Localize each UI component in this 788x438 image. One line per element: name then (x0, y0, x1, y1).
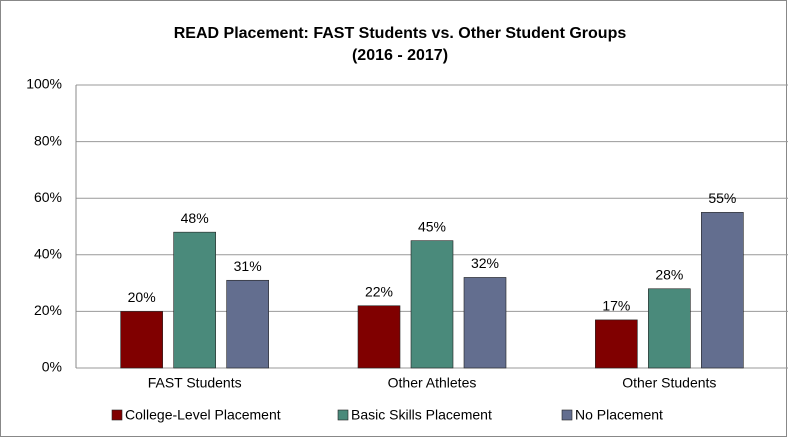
value-label: 48% (181, 210, 209, 226)
value-label: 20% (128, 289, 156, 305)
legend-label: No Placement (575, 407, 663, 423)
y-tick-label: 100% (26, 76, 62, 92)
y-tick-label: 20% (34, 302, 62, 318)
bar (120, 311, 163, 369)
legend-label: College-Level Placement (125, 407, 281, 423)
chart-title: (2016 - 2017) (352, 47, 448, 64)
value-label: 55% (708, 190, 736, 206)
bar (463, 277, 507, 369)
bar (357, 305, 401, 369)
y-tick-label: 80% (34, 132, 62, 148)
x-tick-label: Other Athletes (388, 375, 477, 391)
x-tick-label: FAST Students (148, 375, 242, 391)
bar (701, 212, 744, 369)
y-tick-label: 60% (34, 189, 62, 205)
x-tick-label: Other Students (622, 375, 716, 391)
value-label: 31% (234, 258, 262, 274)
value-label: 17% (602, 298, 630, 314)
legend-swatch (111, 409, 123, 421)
legend-label: Basic Skills Placement (351, 407, 492, 423)
value-label: 32% (471, 255, 499, 271)
value-label: 28% (655, 266, 683, 282)
bar (595, 319, 638, 369)
bar (410, 240, 454, 369)
bar (226, 279, 269, 369)
value-label: 45% (418, 218, 446, 234)
bar (173, 231, 216, 369)
y-tick-label: 40% (34, 246, 62, 262)
bar (648, 288, 691, 369)
legend-swatch (337, 409, 349, 421)
legend-swatch (561, 409, 573, 421)
y-tick-label: 0% (42, 359, 62, 375)
chart-title: READ Placement: FAST Students vs. Other … (174, 25, 627, 42)
value-label: 22% (365, 283, 393, 299)
